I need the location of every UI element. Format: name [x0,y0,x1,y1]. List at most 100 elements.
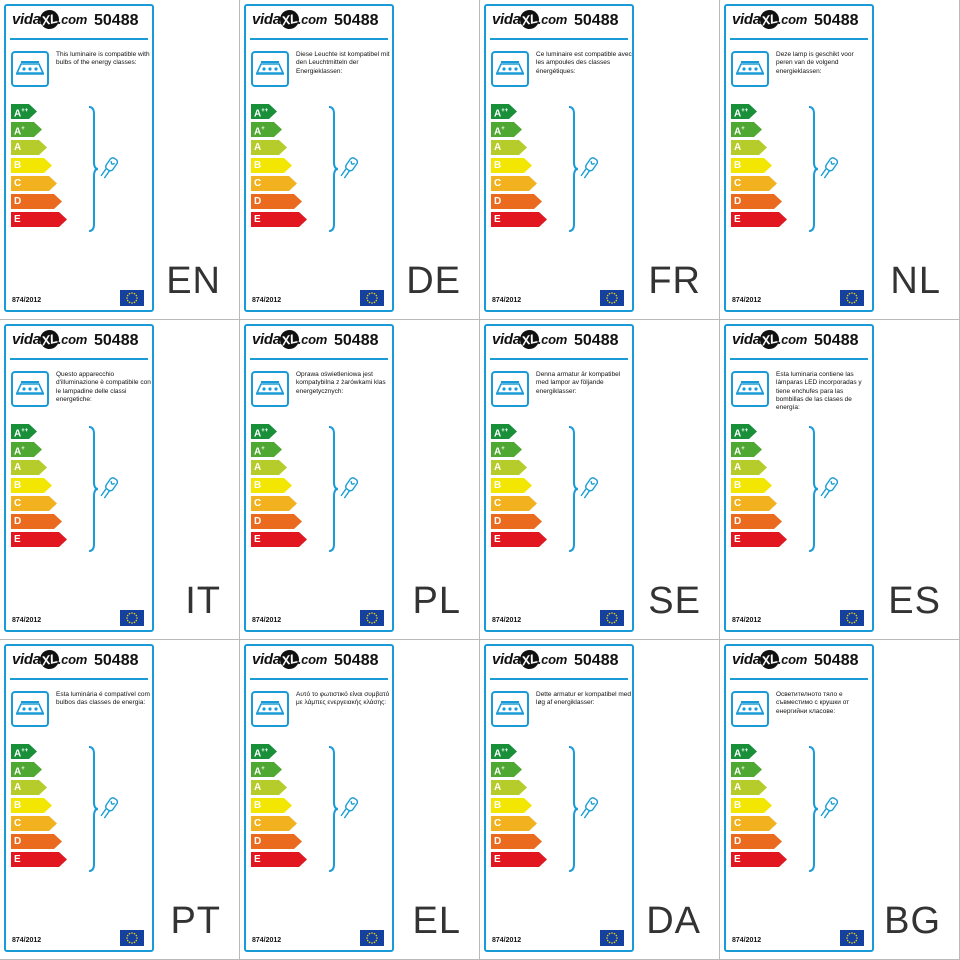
divider [730,678,868,680]
energy-class-plus: + [261,446,265,452]
energy-class-bar: C [251,816,297,831]
compatibility-text: Deze lamp is geschikt voor peren van de … [776,51,854,75]
energy-class-letter: A [14,462,22,473]
brand-prefix: vida [252,651,281,668]
regulation-number: 874/2012 [12,297,42,304]
energy-label-cell: vidaXL.com 50488 Dette armatur er kompat… [480,640,720,960]
energy-class-bar: E [731,532,787,547]
energy-class-letter: A [254,142,262,153]
energy-class-plus: + [501,446,505,452]
bulb-icon [580,797,599,819]
energy-class-bar: D [491,194,542,209]
lamp-icon [491,51,529,87]
compatibility-text: Dette armatur er kompatibel med løg af e… [536,691,632,707]
energy-class-bar: B [731,158,772,173]
energy-class-letter: D [14,196,22,207]
energy-class-plus: ++ [261,748,269,754]
compatibility-text: This luminaire is compatible with bulbs … [56,51,150,67]
brand-suffix: .com [777,332,807,347]
energy-class-bar: E [11,852,67,867]
energy-class-plus: + [261,766,265,772]
brand-logo: vidaXL.com [12,648,87,671]
language-code: EN [166,260,221,302]
energy-class-scale: A++ A+ A B C D E [251,424,307,550]
energy-class-letter: A [494,782,502,793]
brace [328,106,338,232]
energy-class-bar: A+ [491,122,522,137]
energy-class-plus: + [21,446,25,452]
energy-label-card: vidaXL.com 50488 Denna armatur är kompat… [484,324,634,632]
eu-flag-icon [120,930,144,946]
bulb-icon [100,477,119,499]
energy-class-bar: A [11,140,47,155]
energy-class-bar: A+ [731,762,762,777]
energy-class-bar: A++ [491,104,517,119]
energy-class-letter: A [14,766,22,778]
divider [490,358,628,360]
language-code: DA [646,900,701,942]
brand-suffix: .com [537,332,567,347]
energy-class-letter: A [734,108,742,120]
lamp-icon [731,691,769,727]
energy-class-bar: B [251,158,292,173]
product-code: 50488 [334,652,379,669]
brand-suffix: .com [777,12,807,27]
regulation-number: 874/2012 [492,297,522,304]
energy-class-letter: D [254,836,262,847]
energy-class-letter: D [254,516,262,527]
energy-class-bar: C [11,176,57,191]
energy-class-letter: A [494,748,502,760]
bulb-icon [340,797,359,819]
energy-class-letter: A [494,142,502,153]
energy-class-bar: C [491,496,537,511]
brand-logo: vidaXL.com [252,328,327,351]
energy-class-letter: A [254,782,262,793]
energy-class-letter: A [494,766,502,778]
energy-label-cell: vidaXL.com 50488 Осветителното тяло е съ… [720,640,960,960]
energy-class-letter: A [734,782,742,793]
energy-class-scale: A++ A+ A B C D E [11,424,67,550]
energy-class-bar: B [731,478,772,493]
bulb-icon [580,157,599,179]
brand-suffix: .com [297,332,327,347]
divider [250,38,388,40]
energy-class-letter: C [734,818,742,829]
eu-flag-icon [120,610,144,626]
energy-class-bar: D [251,834,302,849]
language-code: PT [170,900,221,942]
brand-prefix: vida [732,11,761,28]
regulation-number: 874/2012 [492,937,522,944]
lamp-icon [491,371,529,407]
brand-prefix: vida [732,651,761,668]
energy-class-scale: A++ A+ A B C D E [11,744,67,870]
compatibility-text: Ce luminaire est compatible avec les amp… [536,51,632,75]
product-code: 50488 [94,652,139,669]
regulation-number: 874/2012 [252,937,282,944]
energy-class-bar: E [731,852,787,867]
bulb-icon [100,797,119,819]
product-code: 50488 [334,332,379,349]
energy-class-bar: A+ [11,442,42,457]
energy-class-letter: D [734,516,742,527]
energy-class-bar: A [251,460,287,475]
energy-class-letter: E [494,534,501,545]
energy-class-letter: A [494,446,502,458]
energy-class-letter: D [494,516,502,527]
lamp-icon [251,691,289,727]
product-code: 50488 [814,652,859,669]
energy-class-scale: A++ A+ A B C D E [731,744,787,870]
energy-class-letter: B [254,160,262,171]
eu-flag-icon [840,930,864,946]
energy-label-cell: vidaXL.com 50488 Αυτό το φωτιστικό είναι… [240,640,480,960]
energy-class-bar: A [491,780,527,795]
brace [568,426,578,552]
divider [490,38,628,40]
energy-class-letter: B [14,800,22,811]
energy-class-bar: B [11,478,52,493]
energy-class-bar: E [251,532,307,547]
divider [730,358,868,360]
bulb-icon [820,157,839,179]
energy-class-bar: D [731,194,782,209]
energy-class-bar: D [491,834,542,849]
